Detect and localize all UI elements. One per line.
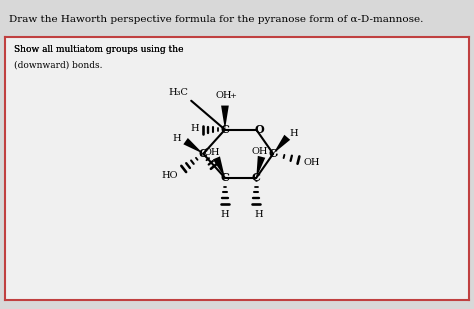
Text: OH: OH xyxy=(216,91,232,99)
Text: HO: HO xyxy=(161,171,178,180)
Text: OH: OH xyxy=(303,158,320,167)
Polygon shape xyxy=(183,138,203,154)
Text: +: + xyxy=(229,91,236,99)
Text: C: C xyxy=(269,148,278,159)
Text: H: H xyxy=(173,133,181,142)
Text: H: H xyxy=(255,210,263,218)
Text: H: H xyxy=(289,129,298,138)
Polygon shape xyxy=(221,106,229,130)
Polygon shape xyxy=(213,156,225,178)
Text: C: C xyxy=(252,172,261,183)
Polygon shape xyxy=(256,156,265,178)
Text: Draw the Haworth perspective formula for the pyranose form of α-D-mannose.: Draw the Haworth perspective formula for… xyxy=(9,15,424,24)
Text: (downward) bonds.: (downward) bonds. xyxy=(14,61,102,70)
Text: OH: OH xyxy=(203,148,220,157)
Text: C: C xyxy=(220,172,229,183)
Text: Show all multiatom groups using the: Show all multiatom groups using the xyxy=(14,45,186,54)
Text: C: C xyxy=(199,148,208,159)
Text: H₃C: H₃C xyxy=(168,88,188,97)
Text: H: H xyxy=(220,210,229,218)
Text: Show all multiatom groups using the: Show all multiatom groups using the xyxy=(14,45,186,54)
Polygon shape xyxy=(273,135,290,154)
Text: OH: OH xyxy=(252,147,268,156)
Text: H: H xyxy=(191,124,199,133)
Text: O: O xyxy=(254,124,264,135)
Text: C: C xyxy=(220,124,229,135)
